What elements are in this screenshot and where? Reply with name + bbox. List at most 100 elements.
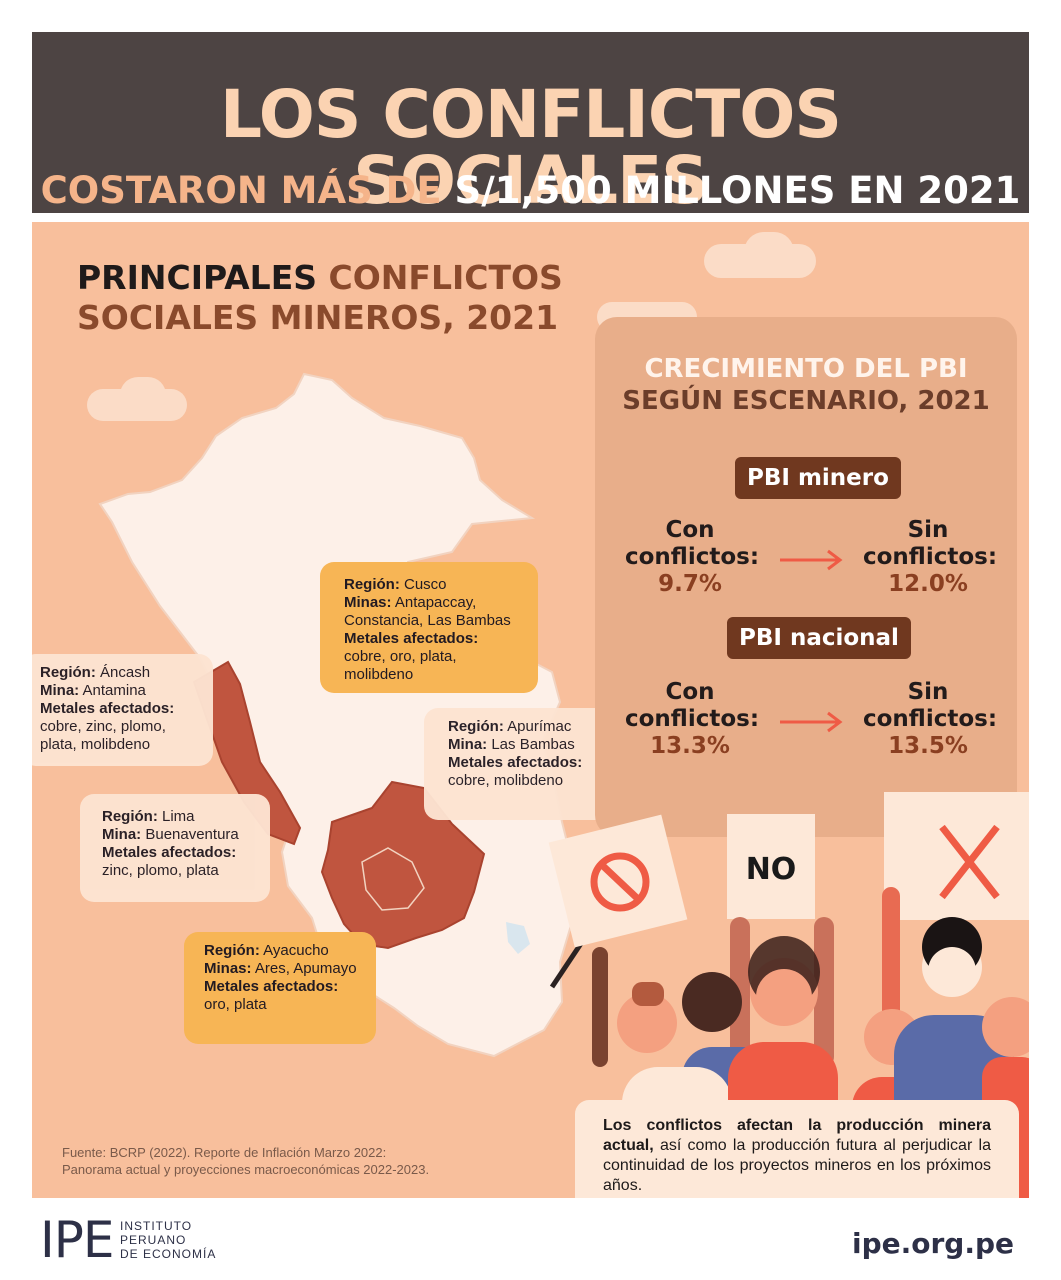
pill-pbi-minero: PBI minero [735, 457, 901, 499]
stats-title: CRECIMIENTO DEL PBI SEGÚN ESCENARIO, 202… [595, 353, 1017, 417]
ancash-region [192, 660, 302, 846]
note-bold: Los conflictos afectan la producción min… [603, 1117, 991, 1154]
map-title-brown-1: CONFLICTOS [328, 258, 563, 297]
website-link[interactable]: ipe.org.pe [851, 1227, 1014, 1260]
metals-value: oro, plata [204, 996, 267, 1013]
person-head [617, 993, 677, 1053]
person-head [982, 997, 1029, 1057]
region-label: Región: [344, 576, 400, 593]
no-sign-text: NO [746, 852, 797, 887]
scenario-label: conflictos: [625, 706, 760, 732]
gdp-stats-panel: CRECIMIENTO DEL PBI SEGÚN ESCENARIO, 202… [595, 317, 1017, 837]
arrow-right-icon [780, 549, 843, 571]
conclusion-note: Los conflictos afectan la producción min… [575, 1100, 1019, 1198]
person-hair [632, 982, 664, 1006]
region-label: Región: [448, 718, 504, 735]
scenario-label: Sin [907, 517, 949, 543]
scenario-label: Con [665, 517, 715, 543]
ipe-logo-text: INSTITUTO PERUANO DE ECONOMÍA [120, 1219, 216, 1261]
cloud-decoration [120, 377, 166, 413]
scenario-label: Con [665, 679, 715, 705]
mine-label: Minas: [204, 960, 252, 977]
scenario-value: 9.7% [658, 571, 722, 597]
scenario-label: Sin [907, 679, 949, 705]
page-title: LOS CONFLICTOS SOCIALES [220, 76, 842, 219]
person-arm [814, 917, 834, 1067]
person-arm [882, 887, 900, 1047]
lake-titicaca [506, 922, 530, 954]
header-banner: LOS CONFLICTOS SOCIALES COSTARON MÁS DE … [32, 32, 1029, 219]
region-label: Región: [102, 808, 158, 825]
mine-value: Antamina [82, 682, 146, 699]
region-value: Apurímac [507, 718, 572, 735]
region-value: Lima [162, 808, 195, 825]
source-line-2: Panorama actual y proyecciones macroecon… [62, 1162, 430, 1177]
pill-pbi-nacional: PBI nacional [727, 617, 911, 659]
cross-sign [884, 792, 1029, 920]
prohibited-icon [590, 852, 650, 912]
region-value: Cusco [404, 576, 447, 593]
mine-value: Ares, Apumayo [254, 960, 357, 977]
ipe-logo-letters: IPE [40, 1211, 114, 1269]
ipe-logo[interactable]: IPE INSTITUTO PERUANO DE ECONOMÍA [40, 1211, 215, 1269]
region-value: Áncash [100, 664, 151, 681]
person-face [756, 969, 812, 1025]
scenario-label: conflictos: [625, 544, 760, 570]
subtitle-part-2: S/1,500 MILLONES EN 2021 [454, 169, 1021, 212]
metals-value: cobre, zinc, plomo, plata, molibdeno [40, 718, 166, 753]
callout-lima: Región: Lima Mina: Buenaventura Metales … [80, 794, 270, 902]
mine-value: Las Bambas [491, 736, 575, 753]
region-value: Ayacucho [263, 942, 329, 959]
metals-label: Metales afectados: [204, 978, 339, 995]
metals-value: cobre, molibdeno [448, 772, 564, 789]
mine-label: Minas: [344, 594, 392, 611]
metals-value: cobre, oro, plata, molibdeno [344, 648, 457, 683]
subtitle-part-1: COSTARON MÁS DE [40, 169, 442, 212]
note-text: así como la producción futura al perjudi… [603, 1137, 991, 1194]
scenario-value: 13.3% [650, 733, 730, 759]
cusco-apurimac-ayacucho-region [320, 780, 486, 950]
mine-value: Antapaccay, Constancia, Las Bambas [344, 594, 511, 629]
scenario-without-conflicts: Sin conflictos: 13.5% [863, 679, 998, 760]
logo-line-2: PERUANO [120, 1233, 187, 1247]
stats-title-line-1: CRECIMIENTO DEL PBI [644, 354, 968, 384]
person-arm [592, 947, 608, 1067]
scenario-value: 13.5% [888, 733, 968, 759]
cloud-decoration [744, 232, 794, 272]
source-note: Fuente: BCRP (2022). Reporte de Inflació… [62, 1144, 429, 1178]
apurimac-border [361, 847, 425, 911]
prohibited-icon-bar [599, 862, 641, 902]
arrow-right-icon [780, 711, 843, 733]
mine-value: Buenaventura [145, 826, 239, 843]
peru-map [98, 372, 573, 1058]
metals-value: zinc, plomo, plata [102, 862, 219, 879]
metals-label: Metales afectados: [344, 630, 479, 647]
metals-label: Metales afectados: [448, 754, 583, 771]
scenario-with-conflicts: Con conflictos: 9.7% [625, 517, 760, 598]
region-label: Región: [40, 664, 96, 681]
page-subtitle: COSTARON MÁS DE S/1,500 MILLONES EN 2021 [32, 172, 1029, 209]
metals-label: Metales afectados: [102, 844, 237, 861]
map-title: PRINCIPALES CONFLICTOS SOCIALES MINEROS,… [77, 258, 563, 338]
scenario-without-conflicts: Sin conflictos: 12.0% [863, 517, 998, 598]
stats-title-line-2: SEGÚN ESCENARIO, 2021 [622, 386, 990, 416]
scenario-label: conflictos: [863, 544, 998, 570]
map-title-brown-2: SOCIALES MINEROS, 2021 [77, 298, 559, 337]
logo-line-1: INSTITUTO [120, 1219, 193, 1233]
logo-line-3: DE ECONOMÍA [120, 1247, 217, 1261]
callout-ancash: Región: Áncash Mina: Antamina Metales af… [32, 654, 213, 766]
callout-cusco: Región: Cusco Minas: Antapaccay, Constan… [320, 562, 538, 693]
cross-icon-bar [939, 824, 1000, 900]
mine-label: Mina: [102, 826, 142, 843]
callout-ayacucho: Región: Ayacucho Minas: Ares, Apumayo Me… [184, 932, 376, 1044]
main-panel: PRINCIPALES CONFLICTOS SOCIALES MINEROS,… [32, 222, 1029, 1198]
person-face [928, 947, 976, 995]
scenario-with-conflicts: Con conflictos: 13.3% [625, 679, 760, 760]
map-title-black: PRINCIPALES [77, 258, 318, 297]
callout-apurimac: Región: Apurímac Mina: Las Bambas Metale… [424, 708, 616, 820]
no-sign [727, 814, 815, 919]
person-head [682, 972, 742, 1032]
scenario-label: conflictos: [863, 706, 998, 732]
mine-label: Mina: [40, 682, 80, 699]
mine-label: Mina: [448, 736, 488, 753]
